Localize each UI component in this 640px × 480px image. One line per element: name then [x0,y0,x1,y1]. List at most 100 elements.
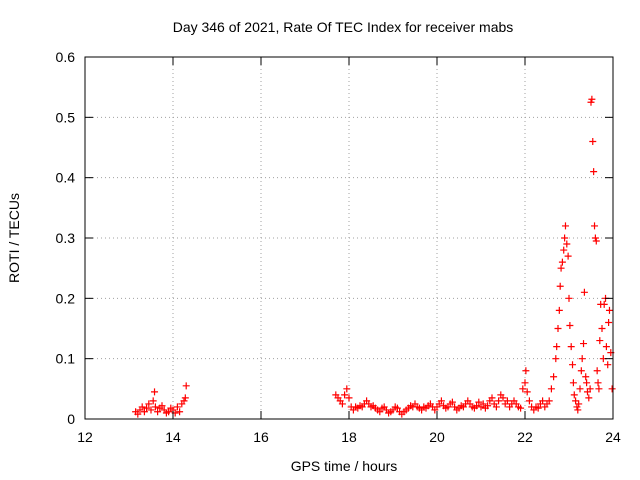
data-point [147,406,155,414]
data-point [145,400,153,408]
data-point [521,379,529,387]
x-tick-label: 16 [253,429,269,445]
data-point [575,400,583,408]
tick-labels: 12 14 16 18 20 22 24 0 0.1 0.2 0.3 0.4 0.5 0.6 [56,49,621,445]
data-point [143,404,151,412]
data-point [545,397,553,405]
data-point [554,325,562,332]
data-point [523,388,531,396]
x-tick-label: 24 [605,429,621,445]
data-point [578,355,586,363]
data-point [580,288,588,296]
data-point [525,397,533,405]
y-tick-label: 0.4 [56,170,76,186]
data-point [341,391,349,399]
data-points [132,95,616,418]
data-point [555,306,563,314]
data-point [479,400,487,408]
data-point [558,258,566,266]
data-point [600,300,608,308]
data-point [588,95,596,103]
data-point [519,385,527,393]
data-point [165,408,173,416]
data-point [580,340,588,348]
data-point [534,404,542,412]
y-tick-label: 0.2 [56,290,76,306]
data-point [345,394,353,402]
data-point [574,406,582,414]
data-point [552,355,560,363]
data-point [138,403,146,411]
data-point [583,379,591,387]
data-point [488,394,496,402]
data-point [569,379,577,387]
data-point [602,343,610,351]
data-point [587,98,595,106]
data-point [149,397,157,405]
data-point [503,397,511,405]
data-point [570,391,578,399]
data-point [560,246,568,254]
data-point [591,234,599,242]
data-point [593,367,601,375]
data-point [173,403,181,411]
data-point [577,367,585,375]
data-point [393,404,401,412]
data-point [550,373,558,381]
y-tick-label: 0.5 [56,109,76,125]
data-point [180,397,188,405]
y-tick-label: 0 [67,411,75,427]
data-point [154,408,162,416]
data-point [605,318,613,326]
data-point [564,252,572,260]
data-point [181,394,189,402]
data-point [561,222,569,230]
data-point [437,397,445,405]
data-point [592,237,600,245]
data-point [448,398,456,406]
grid-lines [85,57,613,419]
data-point [586,385,594,393]
data-point [517,404,525,412]
data-point [605,306,613,314]
data-point [158,402,166,410]
data-point [608,385,616,393]
data-point [595,385,603,393]
data-point [590,168,598,176]
data-point [134,410,142,418]
data-point [598,325,606,332]
data-point [539,397,547,405]
data-point [582,373,590,381]
data-point [475,398,483,406]
data-point [566,321,574,329]
data-point [563,240,571,248]
y-tick-label: 0.1 [56,351,76,367]
x-axis-label: GPS time / hours [291,458,398,474]
data-point [585,394,593,402]
data-point [576,385,584,393]
data-point [492,403,500,411]
data-point [499,394,507,402]
data-point [176,408,184,416]
data-point [553,343,561,351]
data-point [151,388,159,396]
data-point [140,408,148,416]
data-point [484,402,492,410]
chart-title: Day 346 of 2021, Rate Of TEC Index for r… [173,19,514,35]
x-tick-label: 12 [77,429,93,445]
y-tick-label: 0.3 [56,230,76,246]
data-point [556,282,564,290]
y-axis-label: ROTI / TECUs [6,193,22,283]
data-point [589,137,597,145]
data-point [604,361,612,369]
data-point [522,367,530,375]
data-point [572,397,580,405]
data-point [338,400,346,408]
data-point [569,361,577,369]
data-point [594,379,602,387]
data-point [495,397,503,405]
x-tick-label: 22 [517,429,533,445]
y-tick-label: 0.6 [56,49,76,65]
data-point [343,385,351,393]
